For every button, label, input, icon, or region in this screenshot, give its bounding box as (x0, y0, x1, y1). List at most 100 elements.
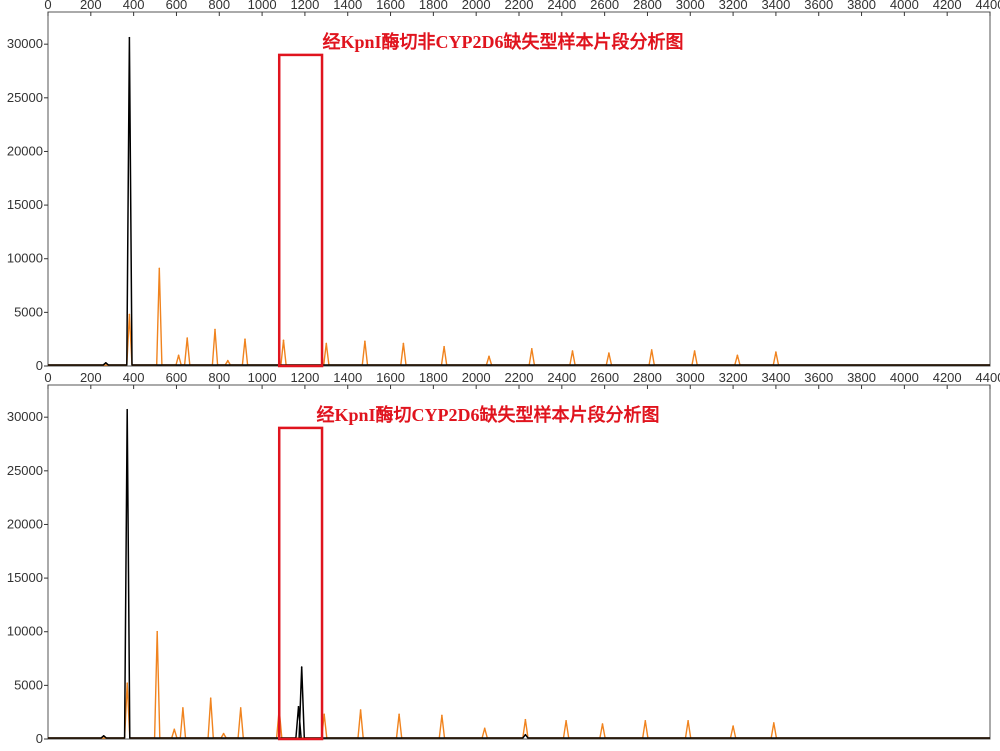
size-standard-peak (687, 720, 689, 722)
size-standard-peak (128, 313, 131, 316)
x-tick-label: 800 (208, 0, 230, 12)
size-standard-peak (402, 342, 405, 345)
plot-frame (47, 11, 991, 367)
sample-peak (524, 733, 527, 736)
x-tick-label: 2000 (462, 370, 491, 385)
x-tick-label: 3800 (847, 0, 876, 12)
size-standard-peak (571, 350, 574, 352)
size-standard-peak (186, 337, 188, 339)
y-tick-label: 10000 (7, 251, 43, 266)
panel-deletion: 0 200 400 600 800 1000 1200 1400 1600 1800 2000 220… (7, 370, 1000, 746)
x-tick-label: 1200 (290, 0, 319, 12)
size-standard-peak (773, 722, 775, 724)
size-standard-peak (601, 723, 604, 725)
y-tick-label: 25000 (7, 463, 43, 478)
size-standard-peak (359, 709, 362, 711)
size-standard-peak (443, 345, 445, 348)
x-tick-label: 4000 (890, 370, 919, 385)
x-tick-label: 3400 (761, 0, 790, 12)
x-tick-label: 4200 (933, 370, 962, 385)
sample-peak (128, 36, 131, 39)
size-standard-peak (209, 697, 212, 699)
x-tick-label: 2000 (462, 0, 491, 12)
x-tick-label: 600 (166, 0, 188, 12)
size-standard-peak (644, 720, 647, 722)
x-tick-label: 1800 (419, 370, 448, 385)
highlight-box (277, 53, 324, 368)
x-tick-label: 1400 (333, 0, 362, 12)
x-tick-label: 3600 (804, 0, 833, 12)
x-tick-label: 0 (44, 370, 51, 385)
size-standard-peak (173, 728, 176, 731)
size-standard-peak (214, 328, 216, 331)
x-tick-label: 2200 (505, 0, 534, 12)
x-tick-label: 2600 (590, 370, 619, 385)
x-tick-label: 1200 (290, 370, 319, 385)
sample-peak (297, 706, 300, 708)
traces (48, 36, 990, 366)
y-tick-label: 15000 (7, 570, 43, 585)
x-tick-label: 200 (80, 0, 102, 12)
y-tick-label: 15000 (7, 197, 43, 212)
x-tick-label: 2400 (547, 370, 576, 385)
x-tick-label: 800 (208, 370, 230, 385)
y-tick-label: 30000 (7, 409, 43, 424)
sample-peak (102, 735, 105, 737)
size-standard-peak (608, 352, 610, 354)
size-standard-peak (531, 348, 533, 350)
x-tick-label: 3000 (676, 370, 705, 385)
x-tick-label: 4200 (933, 0, 962, 12)
size-standard-peak (227, 359, 229, 362)
size-standard-peak (282, 339, 285, 342)
size-standard-peak (736, 354, 739, 357)
size-standard-peak (156, 630, 158, 633)
x-tick-label: 3200 (719, 0, 748, 12)
x-tick-label: 400 (123, 0, 145, 12)
x-tick-label: 2800 (633, 370, 662, 385)
x-tick-label: 0 (44, 0, 51, 12)
x-tick-label: 1400 (333, 370, 362, 385)
y-axis-ticks: 0 5000 10000 15000 20000 25000 30000 (7, 36, 48, 373)
traces (48, 408, 990, 739)
x-tick-label: 2600 (590, 0, 619, 12)
y-tick-label: 25000 (7, 90, 43, 105)
plot-frame (47, 384, 991, 740)
x-tick-label: 2200 (505, 370, 534, 385)
x-tick-label: 200 (80, 370, 102, 385)
size-standard-peak (524, 718, 527, 721)
size-standard-peak (775, 351, 777, 353)
size-standard-peak (158, 267, 161, 270)
size-standard-peak (398, 713, 400, 716)
x-tick-label: 1600 (376, 0, 405, 12)
y-axis-ticks: 0 5000 10000 15000 20000 25000 30000 (7, 409, 48, 746)
y-tick-label: 30000 (7, 36, 43, 51)
y-tick-label: 5000 (14, 677, 43, 692)
size-standard-peak (483, 727, 486, 730)
x-tick-label: 400 (123, 370, 145, 385)
size-standard-peak (177, 354, 180, 357)
y-tick-label: 10000 (7, 624, 43, 639)
sample-peak (105, 362, 107, 364)
size-standard-peak (222, 732, 225, 735)
x-tick-label: 3400 (761, 370, 790, 385)
size-standard-peak (693, 350, 696, 352)
x-tick-label: 2800 (633, 0, 662, 12)
x-tick-label: 3200 (719, 370, 748, 385)
size-standard-peak (182, 707, 184, 709)
x-tick-label: 4000 (890, 0, 919, 12)
x-tick-label: 3000 (676, 0, 705, 12)
chart-title: 经KpnI酶切非CYP2D6缺失型样本片段分析图 (322, 31, 683, 52)
x-axis-ticks: 0 200 400 600 800 1000 1200 1400 1600 1800 2000 220… (44, 370, 1000, 389)
x-tick-label: 2400 (547, 0, 576, 12)
size-standard-peak (441, 714, 443, 717)
x-tick-label: 1000 (248, 370, 277, 385)
size-standard-peak (364, 340, 366, 343)
y-tick-label: 20000 (7, 143, 43, 158)
size-standard-peak (732, 725, 734, 727)
y-tick-label: 5000 (14, 304, 43, 319)
sample-trace (48, 36, 990, 366)
panel-non-deletion: 0 200 400 600 800 1000 1200 1400 1600 1800 2000 220… (7, 0, 1000, 373)
x-tick-label: 3600 (804, 370, 833, 385)
x-tick-label: 600 (166, 370, 188, 385)
